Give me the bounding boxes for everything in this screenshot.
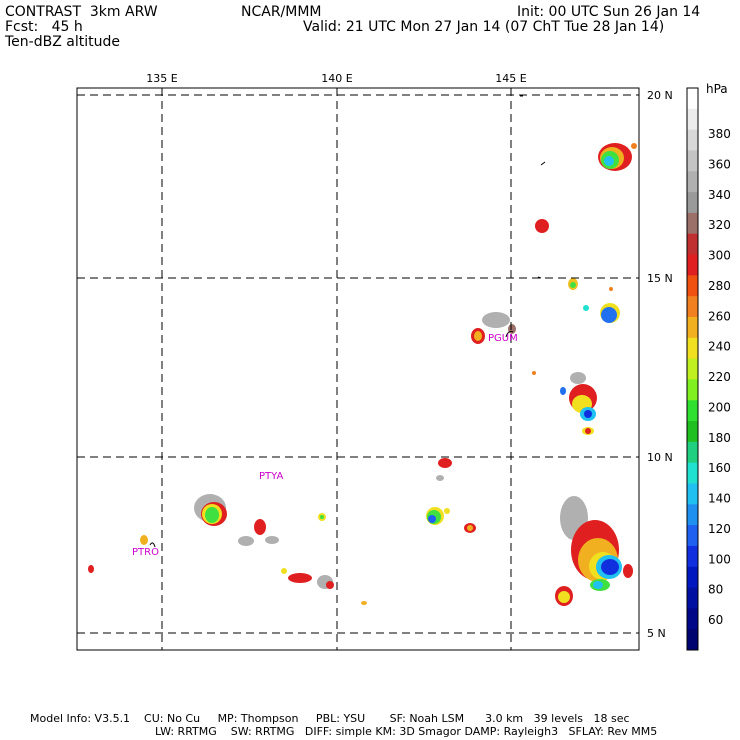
colorbar-frame [686,87,699,651]
colorbar-tick-label: 300 [708,249,731,263]
colorbar-swatch [687,566,698,588]
header-title: CONTRAST 3km ARW [5,4,158,20]
footer-model-info-line1: Model Info: V3.5.1 CU: No Cu MP: Thompso… [30,712,630,725]
colorbar-tick-label: 80 [708,583,723,597]
colorbar-tick-label: 240 [708,340,731,354]
colorbar-swatch [687,400,698,422]
lat-label-20n: 20 N [647,89,673,102]
station-label-ptro: PTRO [132,547,159,558]
lat-label-5n: 5 N [647,627,666,640]
colorbar-tick-label: 380 [708,127,731,141]
colorbar-tick-label: 320 [708,218,731,232]
colorbar-tick-label: 180 [708,431,731,445]
colorbar-swatch [687,441,698,464]
colorbar-tick-label: 140 [708,492,731,506]
colorbar-unit: hPa [706,82,728,96]
colorbar-swatch [687,608,698,630]
lon-label-140e: 140 E [321,72,352,85]
colorbar-swatch [687,192,698,214]
colorbar-tick-label: 100 [708,552,731,566]
colorbar-swatch [687,379,698,401]
colorbar-tick-label: 60 [708,613,723,627]
colorbar-swatch [687,525,698,547]
station-label-ptya: PTYA [259,471,283,482]
colorbar-swatch [687,88,698,110]
colorbar-swatch [687,504,698,526]
header-forecast-hour: Fcst: 45 h [5,19,83,35]
colorbar-swatch [687,483,698,505]
colorbar-tick-label: 200 [708,400,731,414]
station-label-pgum: PGUM [488,333,518,344]
header-init-time: Init: 00 UTC Sun 26 Jan 14 [517,4,701,20]
radar-echoes [88,143,637,606]
colorbar-labels: 380 360 340 320 300 280 260 240 220 200 180 160 140 1… [708,127,731,627]
colorbar-swatch [687,129,698,151]
colorbar-swatch [687,275,698,297]
lon-label-145e: 145 E [495,72,526,85]
header-organization: NCAR/MMM [241,4,322,20]
colorbar-swatch [687,296,698,318]
colorbar-swatch [687,358,698,380]
colorbar-swatch [687,587,698,609]
colorbar-swatch [687,108,698,131]
colorbar-swatch [687,629,698,651]
colorbar-swatch [687,150,698,172]
header-field-name: Ten-dBZ altitude [5,34,120,50]
colorbar-swatch [687,171,698,193]
lat-lon-grid [77,88,639,650]
colorbar-tick-label: 340 [708,188,731,202]
colorbar-swatch [687,421,698,443]
colorbar [686,87,699,651]
colorbar-swatch [687,462,698,484]
colorbar-tick-label: 280 [708,279,731,293]
colorbar-tick-label: 260 [708,309,731,323]
footer-model-info-line2: LW: RRTMG SW: RRTMG DIFF: simple KM: 3D … [155,725,658,738]
lat-label-10n: 10 N [647,451,673,464]
colorbar-swatch [687,316,698,339]
colorbar-tick-label: 160 [708,461,731,475]
colorbar-swatch [687,212,698,235]
map-frame [76,87,640,651]
coastlines [149,95,546,548]
lon-label-135e: 135 E [146,72,177,85]
colorbar-swatch [687,337,698,359]
colorbar-swatch [687,545,698,568]
header-valid-time: Valid: 21 UTC Mon 27 Jan 14 (07 ChT Tue … [303,19,665,35]
colorbar-swatch [687,233,698,255]
colorbar-tick-label: 120 [708,522,731,536]
colorbar-tick-label: 220 [708,370,731,384]
colorbar-tick-label: 360 [708,157,731,171]
colorbar-swatch [687,254,698,276]
lat-label-15n: 15 N [647,272,673,285]
